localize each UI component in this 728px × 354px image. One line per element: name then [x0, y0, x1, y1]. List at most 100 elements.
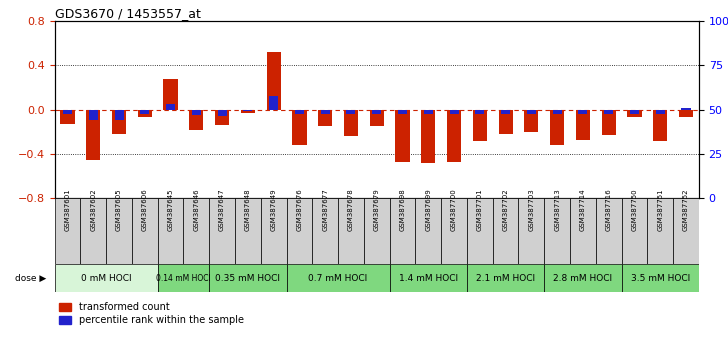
- Bar: [55, 198, 80, 264]
- Bar: [164, 79, 178, 110]
- Text: GSM387676: GSM387676: [296, 188, 302, 231]
- Text: 0.14 mM HOCl: 0.14 mM HOCl: [156, 274, 211, 283]
- Text: GSM387601: GSM387601: [65, 188, 71, 231]
- Bar: [422, 110, 435, 163]
- Bar: [527, 110, 536, 114]
- Bar: [287, 198, 312, 264]
- Bar: [441, 198, 467, 264]
- Bar: [467, 198, 493, 264]
- Text: 0.35 mM HOCl: 0.35 mM HOCl: [215, 274, 280, 283]
- Bar: [372, 110, 381, 114]
- Bar: [681, 108, 690, 110]
- Bar: [138, 110, 152, 118]
- Text: GSM387605: GSM387605: [116, 188, 122, 231]
- Bar: [261, 198, 287, 264]
- Bar: [424, 110, 432, 114]
- Bar: [132, 198, 158, 264]
- Text: GSM387752: GSM387752: [683, 188, 689, 231]
- Text: GSM387713: GSM387713: [554, 188, 560, 231]
- Bar: [266, 52, 281, 110]
- Text: GSM387645: GSM387645: [167, 188, 173, 231]
- Bar: [389, 264, 467, 292]
- Bar: [630, 110, 639, 114]
- Bar: [656, 110, 665, 114]
- Bar: [89, 110, 98, 120]
- Text: GSM387648: GSM387648: [245, 188, 251, 231]
- Bar: [80, 198, 106, 264]
- Text: 2.8 mM HOCl: 2.8 mM HOCl: [553, 274, 612, 283]
- Bar: [106, 198, 132, 264]
- Bar: [475, 110, 484, 114]
- Bar: [370, 110, 384, 126]
- Text: 1.4 mM HOCl: 1.4 mM HOCl: [399, 274, 458, 283]
- Bar: [63, 110, 72, 114]
- Bar: [628, 110, 641, 118]
- Bar: [338, 198, 364, 264]
- Text: GSM387679: GSM387679: [373, 188, 380, 231]
- Bar: [312, 198, 338, 264]
- Bar: [622, 264, 699, 292]
- Text: GSM387750: GSM387750: [631, 188, 638, 231]
- Text: 2.1 mM HOCl: 2.1 mM HOCl: [476, 274, 535, 283]
- Bar: [570, 198, 596, 264]
- Bar: [112, 110, 126, 134]
- Bar: [295, 110, 304, 114]
- Text: GSM387699: GSM387699: [425, 188, 431, 231]
- Bar: [518, 198, 545, 264]
- Bar: [141, 110, 149, 114]
- Text: 0.7 mM HOCl: 0.7 mM HOCl: [309, 274, 368, 283]
- Bar: [622, 198, 647, 264]
- Text: GSM387646: GSM387646: [194, 188, 199, 231]
- Text: GSM387701: GSM387701: [477, 188, 483, 231]
- Bar: [114, 110, 124, 120]
- Bar: [218, 110, 226, 116]
- Bar: [450, 110, 459, 114]
- Bar: [344, 110, 358, 136]
- Bar: [545, 198, 570, 264]
- Bar: [209, 198, 235, 264]
- Bar: [183, 198, 209, 264]
- Text: GSM387751: GSM387751: [657, 188, 663, 231]
- Text: GSM387698: GSM387698: [400, 188, 405, 231]
- Text: GSM387649: GSM387649: [271, 188, 277, 231]
- Bar: [679, 110, 693, 118]
- Bar: [653, 110, 668, 141]
- Bar: [321, 110, 330, 114]
- Bar: [235, 198, 261, 264]
- Bar: [389, 198, 416, 264]
- Bar: [395, 110, 410, 162]
- Text: GSM387602: GSM387602: [90, 188, 96, 231]
- Bar: [416, 198, 441, 264]
- Bar: [293, 110, 306, 145]
- Bar: [158, 198, 183, 264]
- Bar: [601, 110, 616, 135]
- Bar: [269, 97, 278, 110]
- Bar: [189, 110, 203, 130]
- Bar: [472, 110, 487, 141]
- Bar: [501, 110, 510, 114]
- Bar: [215, 110, 229, 125]
- Bar: [545, 264, 622, 292]
- Bar: [673, 198, 699, 264]
- Bar: [318, 110, 332, 126]
- Bar: [493, 198, 518, 264]
- Text: GSM387716: GSM387716: [606, 188, 612, 231]
- Bar: [467, 264, 545, 292]
- Bar: [604, 110, 613, 114]
- Bar: [243, 110, 253, 112]
- Text: GSM387678: GSM387678: [348, 188, 354, 231]
- Text: dose ▶: dose ▶: [15, 274, 46, 283]
- Text: GSM387700: GSM387700: [451, 188, 457, 231]
- Bar: [447, 110, 461, 162]
- Bar: [524, 110, 539, 132]
- Bar: [579, 110, 587, 114]
- Bar: [553, 110, 561, 114]
- Bar: [398, 110, 407, 114]
- Text: GDS3670 / 1453557_at: GDS3670 / 1453557_at: [55, 7, 200, 20]
- Bar: [647, 198, 673, 264]
- Text: GSM387647: GSM387647: [219, 188, 225, 231]
- Text: GSM387702: GSM387702: [502, 188, 509, 231]
- Text: 3.5 mM HOCl: 3.5 mM HOCl: [630, 274, 690, 283]
- Bar: [192, 110, 201, 115]
- Bar: [550, 110, 564, 145]
